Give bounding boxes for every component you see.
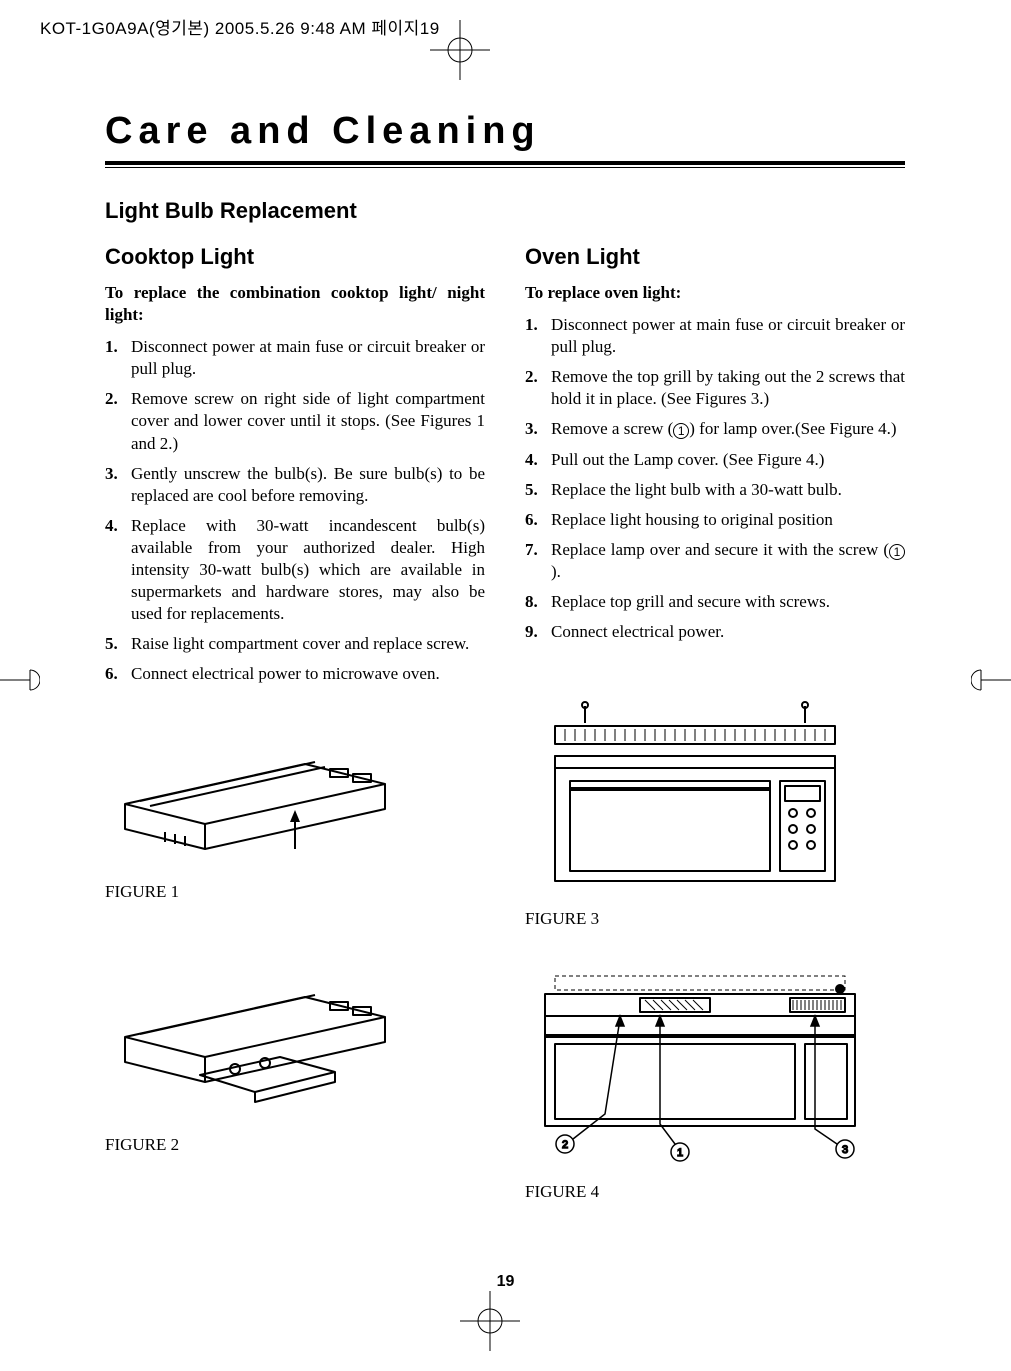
figure-4-icon: 2 1 3 xyxy=(525,964,875,1164)
figure-3-label: FIGURE 3 xyxy=(525,909,905,929)
figure-2-label: FIGURE 2 xyxy=(105,1135,485,1155)
page-content: Care and Cleaning Light Bulb Replacement… xyxy=(105,110,905,1202)
figure-3-block: FIGURE 3 xyxy=(525,701,905,929)
figure-1-label: FIGURE 1 xyxy=(105,882,485,902)
figure-2-block: FIGURE 2 xyxy=(105,957,485,1155)
cooktop-step-4: Replace with 30-watt incandescent bulb(s… xyxy=(105,515,485,625)
cooktop-step-3: Gently unscrew the bulb(s). Be sure bulb… xyxy=(105,463,485,507)
circled-1b-icon: 1 xyxy=(889,544,905,560)
cooktop-light-heading: Cooktop Light xyxy=(105,244,485,270)
oven-step-7: Replace lamp over and secure it with the… xyxy=(525,539,905,583)
section-heading: Light Bulb Replacement xyxy=(105,198,905,224)
oven-steps: Disconnect power at main fuse or circuit… xyxy=(525,314,905,643)
oven-step-3: Remove a screw (1) for lamp over.(See Fi… xyxy=(525,418,905,440)
oven-intro: To replace oven light: xyxy=(525,282,905,304)
figure-2-icon xyxy=(105,957,405,1117)
figure-4-block: 2 1 3 FIGURE 4 xyxy=(525,964,905,1202)
oven-step-5: Replace the light bulb with a 30-watt bu… xyxy=(525,479,905,501)
oven-light-heading: Oven Light xyxy=(525,244,905,270)
circled-1-icon: 1 xyxy=(673,423,689,439)
two-column-layout: Cooktop Light To replace the combination… xyxy=(105,244,905,1202)
cooktop-step-2: Remove screw on right side of light comp… xyxy=(105,388,485,454)
cooktop-steps: Disconnect power at main fuse or circuit… xyxy=(105,336,485,685)
figure-4-label: FIGURE 4 xyxy=(525,1182,905,1202)
svg-text:2: 2 xyxy=(562,1139,568,1151)
page-title: Care and Cleaning xyxy=(105,110,905,153)
crop-mark-left-icon xyxy=(0,660,40,700)
oven-step-1: Disconnect power at main fuse or circuit… xyxy=(525,314,905,358)
figure-3-icon xyxy=(525,701,855,891)
crop-mark-right-icon xyxy=(971,660,1011,700)
registration-mark-top-icon xyxy=(430,20,490,80)
cooktop-step-6: Connect electrical power to microwave ov… xyxy=(105,663,485,685)
svg-text:1: 1 xyxy=(677,1147,683,1159)
figure-1-block: FIGURE 1 xyxy=(105,714,485,902)
cooktop-intro: To replace the combination cooktop light… xyxy=(105,282,485,326)
left-column: Cooktop Light To replace the combination… xyxy=(105,244,485,1202)
figure-1-icon xyxy=(105,714,405,864)
oven-step-9: Connect electrical power. xyxy=(525,621,905,643)
cooktop-step-1: Disconnect power at main fuse or circuit… xyxy=(105,336,485,380)
cooktop-step-5: Raise light compartment cover and replac… xyxy=(105,633,485,655)
oven-step-2: Remove the top grill by taking out the 2… xyxy=(525,366,905,410)
title-rule xyxy=(105,161,905,168)
svg-text:3: 3 xyxy=(842,1144,848,1156)
registration-mark-bottom-icon xyxy=(460,1291,520,1351)
page-number: 19 xyxy=(0,1273,1011,1291)
oven-step-8: Replace top grill and secure with screws… xyxy=(525,591,905,613)
oven-step-4: Pull out the Lamp cover. (See Figure 4.) xyxy=(525,449,905,471)
oven-step-6: Replace light housing to original positi… xyxy=(525,509,905,531)
right-column: Oven Light To replace oven light: Discon… xyxy=(525,244,905,1202)
file-header: KOT-1G0A9A(영기본) 2005.5.26 9:48 AM 페이지19 xyxy=(40,14,440,39)
